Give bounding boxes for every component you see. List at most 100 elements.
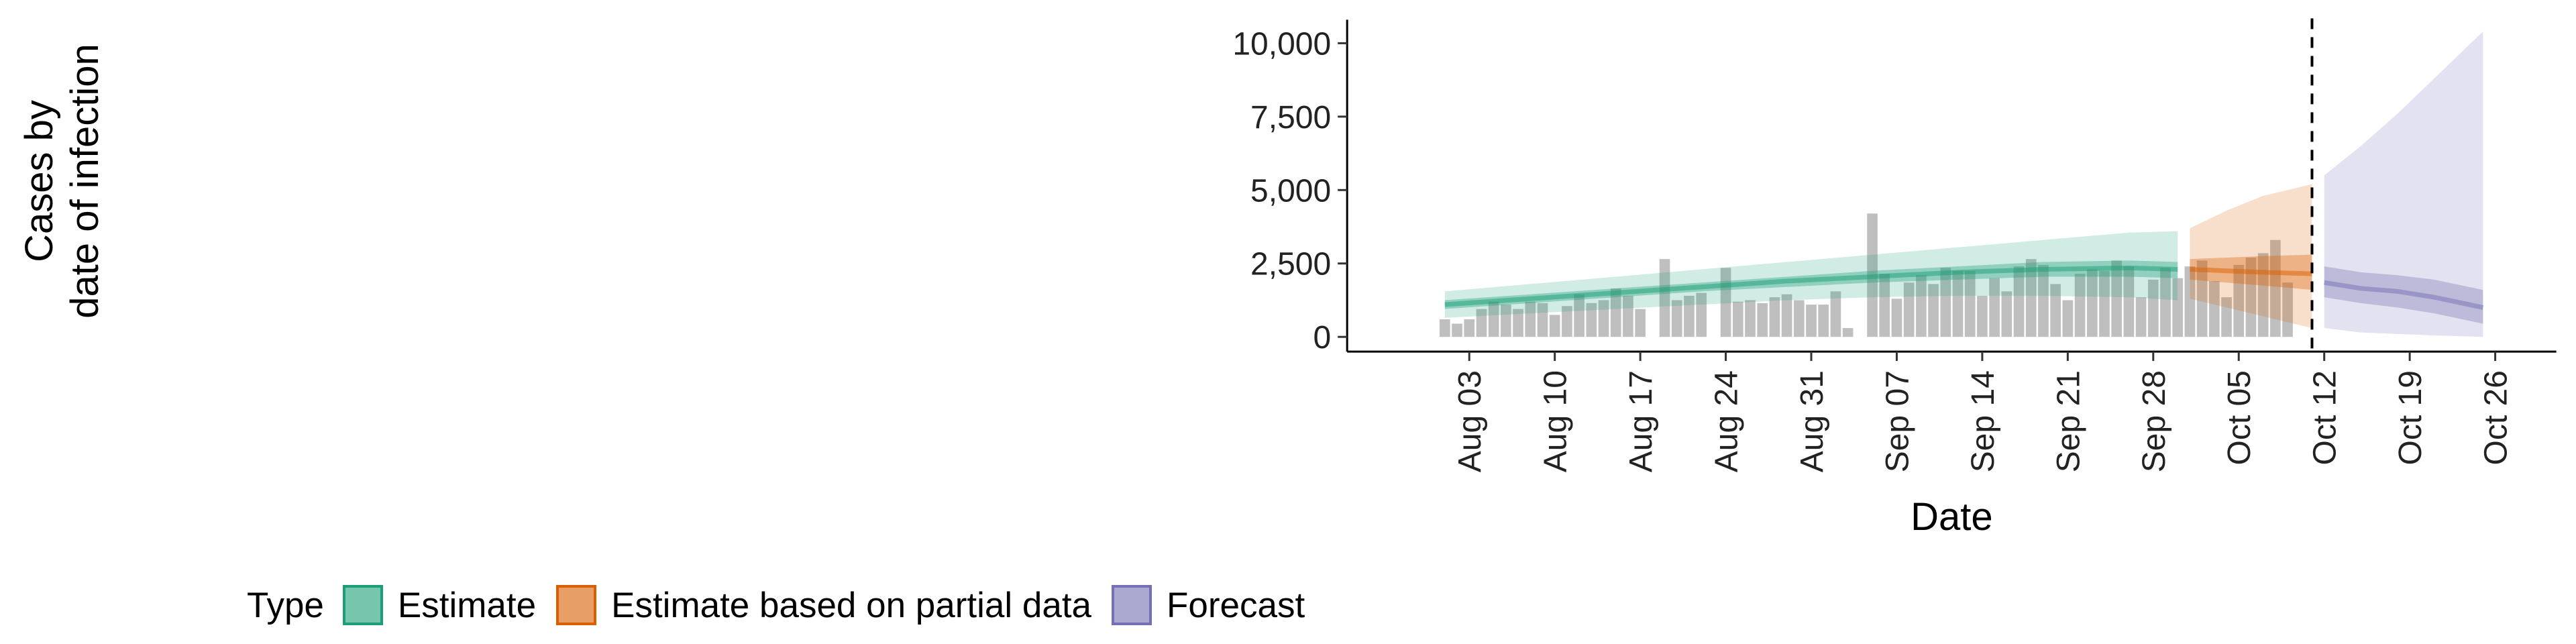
x-tick-label: Oct 26 — [2479, 370, 2514, 465]
bar-2020-08-27 — [1757, 303, 1768, 337]
y-tick-label: 0 — [1313, 320, 1331, 356]
bar-2020-08-04 — [1476, 309, 1487, 337]
band-inner-forecast — [2324, 266, 2483, 324]
bar-2020-08-15 — [1610, 288, 1621, 337]
y-tick-label: 10,000 — [1232, 26, 1331, 62]
bar-2020-09-12 — [1952, 270, 1964, 337]
x-tick-label: Oct 05 — [2222, 370, 2257, 465]
bar-2020-08-09 — [1537, 303, 1548, 337]
bar-2020-09-07 — [1891, 299, 1902, 337]
bar-2020-09-27 — [2135, 297, 2147, 337]
bar-2020-08-25 — [1732, 301, 1743, 337]
bar-2020-09-16 — [2001, 291, 2012, 337]
bar-2020-08-10 — [1549, 315, 1560, 337]
legend: Type Estimate Estimate based on partial … — [247, 578, 1325, 632]
x-tick-label: Sep 28 — [2137, 370, 2172, 472]
legend-label-partial: Estimate based on partial data — [611, 585, 1092, 625]
bar-2020-09-19 — [2038, 264, 2049, 337]
bar-2020-08-12 — [1574, 294, 1585, 337]
bars — [1439, 213, 2293, 337]
bar-2020-09-29 — [2160, 268, 2171, 337]
bar-2020-09-23 — [2086, 269, 2098, 337]
bar-2020-08-30 — [1793, 300, 1805, 337]
x-tick-label: Sep 21 — [2051, 370, 2086, 472]
bar-2020-09-22 — [2074, 274, 2086, 337]
y-tick-label: 2,500 — [1250, 247, 1331, 282]
bar-2020-08-26 — [1745, 300, 1756, 337]
y-axis-label-line-2: date of infection — [63, 44, 107, 319]
bar-2020-08-22 — [1696, 292, 1707, 337]
bar-2020-09-13 — [1964, 270, 1976, 337]
bar-2020-08-02 — [1452, 323, 1462, 337]
y-axis-label-line-1: Cases by — [17, 100, 61, 262]
bar-2020-08-20 — [1671, 300, 1682, 337]
y-axis-label: Cases by date of infection — [17, 44, 107, 319]
bar-2020-08-21 — [1684, 295, 1695, 337]
bar-2020-10-08 — [2270, 239, 2281, 337]
legend-label-estimate: Estimate — [397, 585, 537, 625]
bar-2020-08-16 — [1623, 295, 1633, 337]
x-tick-label: Aug 03 — [1452, 370, 1488, 472]
bar-2020-09-11 — [1940, 268, 1951, 337]
bar-2020-08-03 — [1464, 319, 1475, 337]
bar-2020-08-29 — [1781, 294, 1792, 337]
median-line-estimate-based-on-partial-data — [2190, 267, 2312, 276]
bar-2020-09-24 — [2099, 270, 2110, 337]
legend-item-estimate: Estimate — [342, 585, 537, 626]
bar-2020-09-08 — [1903, 282, 1915, 337]
bar-2020-08-08 — [1525, 301, 1536, 337]
bar-2020-09-21 — [2062, 300, 2074, 337]
x-axis: Aug 03 Aug 10 Aug 17 Aug 24 Aug 31 Sep 07 Sep … — [1452, 352, 2514, 472]
bar-2020-10-01 — [2184, 266, 2196, 337]
bar-2020-09-18 — [2025, 259, 2037, 337]
legend-item-partial: Estimate based on partial data — [556, 585, 1091, 626]
band-outer-estimate — [1444, 231, 2178, 318]
bar-2020-08-01 — [1439, 319, 1450, 337]
legend-title: Type — [247, 585, 324, 625]
x-tick-label: Sep 07 — [1880, 370, 1915, 472]
bar-2020-08-19 — [1659, 259, 1670, 337]
legend-label-forecast: Forecast — [1167, 585, 1305, 625]
legend-item-forecast: Forecast — [1112, 585, 1305, 626]
y-axis: 0 2,500 5,000 7,500 10,000 — [1232, 26, 1348, 356]
bar-2020-10-02 — [2196, 260, 2208, 337]
bar-2020-08-07 — [1513, 309, 1523, 337]
legend-swatch-forecast — [1112, 585, 1152, 625]
x-tick-label: Aug 24 — [1709, 370, 1745, 472]
bar-2020-08-17 — [1635, 309, 1646, 337]
bar-2020-09-09 — [1916, 275, 1927, 337]
bar-2020-09-17 — [2013, 266, 2025, 337]
bands — [1444, 31, 2483, 337]
band-outer-estimate-based-on-partial-data — [2190, 184, 2312, 329]
bar-2020-09-26 — [2123, 266, 2135, 337]
bar-2020-10-03 — [2208, 281, 2220, 337]
bar-2020-09-20 — [2050, 284, 2061, 337]
bar-2020-10-04 — [2221, 297, 2232, 337]
median-line-forecast — [2324, 280, 2484, 310]
legend-swatch-estimate — [342, 585, 383, 625]
bar-2020-08-28 — [1769, 297, 1780, 337]
bar-2020-09-03 — [1842, 328, 1854, 337]
bar-2020-08-13 — [1586, 303, 1597, 337]
band-outer-forecast — [2324, 31, 2483, 337]
bar-2020-10-05 — [2233, 264, 2245, 337]
x-tick-label: Oct 19 — [2393, 370, 2428, 465]
x-axis-label: Date — [1911, 495, 1993, 539]
bar-2020-09-25 — [2111, 260, 2123, 337]
bar-2020-08-05 — [1488, 301, 1499, 337]
x-tick-label: Sep 14 — [1966, 370, 2001, 472]
bar-2020-10-09 — [2282, 282, 2293, 337]
median-line-estimate — [1444, 265, 2178, 307]
bar-2020-09-15 — [1989, 278, 2000, 337]
median-lines — [1444, 265, 2484, 310]
bar-2020-09-10 — [1928, 284, 1939, 337]
bar-2020-08-11 — [1562, 306, 1572, 337]
bar-2020-09-02 — [1830, 291, 1841, 337]
x-tick-label: Aug 17 — [1623, 370, 1659, 472]
x-tick-label: Aug 31 — [1794, 370, 1830, 472]
bar-2020-09-30 — [2172, 278, 2184, 337]
y-tick-label: 5,000 — [1250, 173, 1331, 209]
bar-2020-09-01 — [1818, 305, 1829, 337]
bar-2020-08-14 — [1598, 300, 1609, 337]
